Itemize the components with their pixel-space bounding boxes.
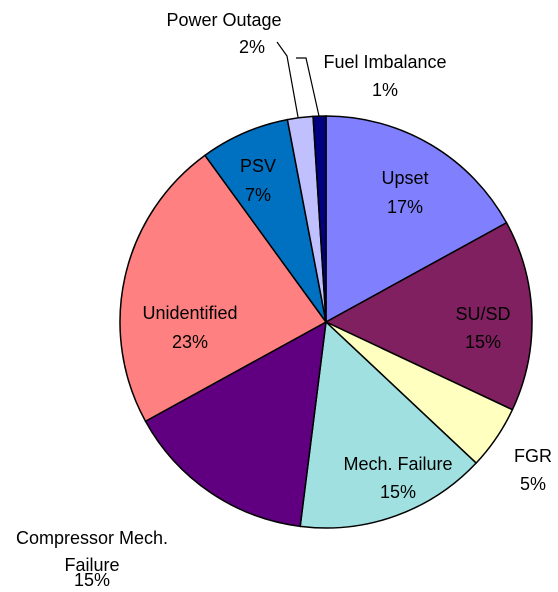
pie-slice (144, 320, 327, 528)
pie-slice (312, 115, 327, 323)
leader-line (296, 57, 320, 117)
slice-value-label: 1% (371, 80, 399, 100)
slice-label: Power Outage (166, 10, 282, 30)
slice-value-label: 2% (238, 37, 266, 57)
slice-label: Mech. Failure (343, 454, 453, 474)
slice-label: FGR (514, 446, 552, 466)
slice-label: SU/SD (455, 304, 511, 324)
slice-value-label: 15% (73, 570, 111, 590)
slice-label: Fuel Imbalance (323, 52, 447, 72)
slice-value-label: 17% (386, 197, 424, 217)
pie-slice (299, 320, 478, 529)
pie-slice (119, 154, 328, 423)
slice-value-label: 5% (519, 474, 547, 494)
slice-label: Unidentified (142, 303, 238, 323)
slice-label: Upset (381, 168, 429, 188)
slice-value-label: 23% (171, 332, 209, 352)
pie-slice (324, 221, 533, 411)
slice-value-label: 15% (379, 482, 417, 502)
pie-slice (325, 115, 508, 324)
slice-value-label: 7% (244, 185, 272, 205)
slice-label: PSV (239, 156, 277, 176)
slice-label: Compressor Mech. Failure (15, 528, 169, 575)
slice-value-label: 15% (464, 332, 502, 352)
leader-line (276, 41, 299, 118)
